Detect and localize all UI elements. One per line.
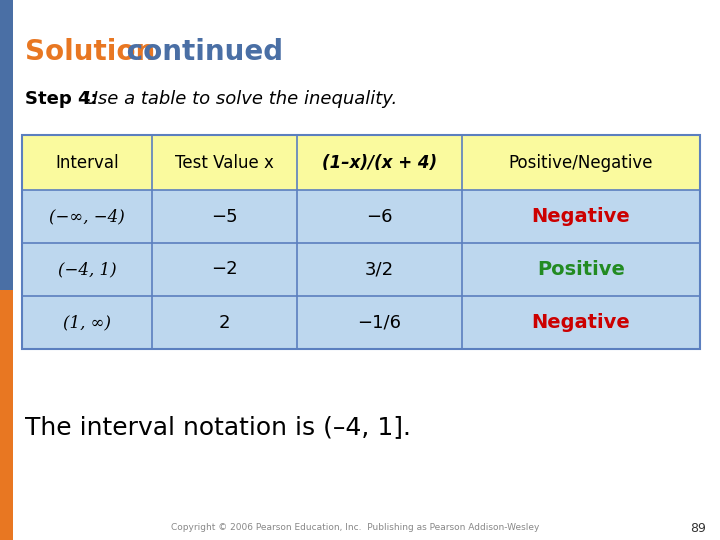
Text: Negative: Negative xyxy=(531,207,631,226)
Text: Solution: Solution xyxy=(25,38,156,66)
Bar xyxy=(22,190,700,243)
Text: (1–x)/(x + 4): (1–x)/(x + 4) xyxy=(322,153,437,172)
Text: Step 4:: Step 4: xyxy=(25,90,98,108)
Text: The interval notation is (–4, 1].: The interval notation is (–4, 1]. xyxy=(25,415,411,439)
Text: Use a table to solve the inequality.: Use a table to solve the inequality. xyxy=(79,90,397,108)
Bar xyxy=(22,135,700,190)
Text: Interval: Interval xyxy=(55,153,119,172)
Text: Negative: Negative xyxy=(531,313,631,332)
Text: Copyright © 2006 Pearson Education, Inc.  Publishing as Pearson Addison-Wesley: Copyright © 2006 Pearson Education, Inc.… xyxy=(171,523,539,532)
Text: continued: continued xyxy=(117,38,283,66)
Text: (−∞, −4): (−∞, −4) xyxy=(49,208,125,225)
Bar xyxy=(22,296,700,349)
Text: −5: −5 xyxy=(211,207,238,226)
Text: 2: 2 xyxy=(219,314,230,332)
Text: −1/6: −1/6 xyxy=(358,314,402,332)
Text: Positive/Negative: Positive/Negative xyxy=(509,153,653,172)
Bar xyxy=(0,0,13,290)
Text: Positive: Positive xyxy=(537,260,625,279)
Bar xyxy=(22,243,700,296)
Text: (−4, 1): (−4, 1) xyxy=(58,261,117,278)
Text: −6: −6 xyxy=(366,207,392,226)
Text: 3/2: 3/2 xyxy=(365,260,394,279)
Text: (1, ∞): (1, ∞) xyxy=(63,314,111,331)
Text: −2: −2 xyxy=(211,260,238,279)
Bar xyxy=(0,290,13,540)
Text: 89: 89 xyxy=(690,522,706,535)
Text: Test Value x: Test Value x xyxy=(175,153,274,172)
Bar xyxy=(22,135,700,349)
